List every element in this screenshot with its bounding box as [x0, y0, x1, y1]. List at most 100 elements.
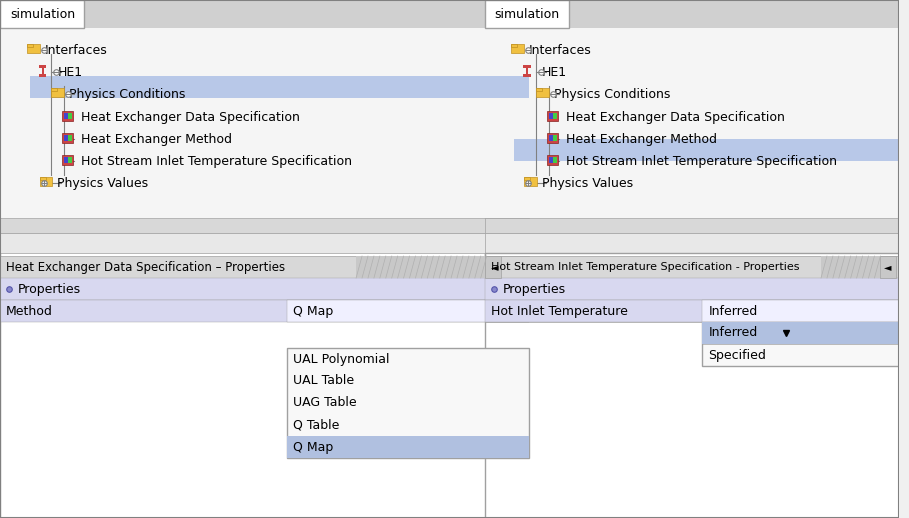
Bar	[524, 177, 530, 180]
Bar	[547, 111, 558, 121]
Text: Q Table: Q Table	[293, 419, 339, 431]
Bar	[38, 74, 46, 77]
Bar	[30, 76, 529, 98]
Text: HE1: HE1	[57, 65, 83, 79]
Bar	[287, 436, 529, 458]
Bar	[549, 135, 553, 141]
Bar	[0, 28, 529, 218]
Bar	[63, 111, 74, 121]
Text: Physics Conditions: Physics Conditions	[69, 88, 185, 100]
Bar	[549, 113, 553, 119]
Bar	[524, 177, 537, 186]
Text: Heat Exchanger Method: Heat Exchanger Method	[81, 133, 232, 146]
Bar	[356, 256, 484, 278]
Text: Heat Exchanger Method: Heat Exchanger Method	[565, 133, 717, 146]
Text: Heat Exchanger Data Specification – Properties: Heat Exchanger Data Specification – Prop…	[6, 261, 285, 274]
Text: Heat Exchanger Data Specification: Heat Exchanger Data Specification	[81, 110, 300, 123]
Bar	[512, 44, 517, 47]
Bar	[547, 133, 558, 143]
Bar	[484, 0, 569, 28]
Bar	[484, 256, 501, 278]
Bar	[549, 157, 553, 163]
Text: Properties: Properties	[18, 282, 81, 295]
Bar	[40, 177, 53, 186]
Text: Hot Stream Inlet Temperature Specification: Hot Stream Inlet Temperature Specificati…	[81, 154, 352, 167]
Text: Specified: Specified	[708, 349, 766, 362]
Text: simulation: simulation	[10, 7, 75, 21]
Bar	[0, 0, 84, 28]
Bar	[526, 65, 528, 77]
Text: HE1: HE1	[542, 65, 567, 79]
Text: Inferred: Inferred	[708, 305, 757, 318]
Bar	[63, 155, 74, 165]
Bar	[0, 0, 529, 28]
Text: Method: Method	[6, 305, 53, 318]
Text: UAL Polynomial: UAL Polynomial	[293, 353, 389, 366]
Text: Interfaces: Interfaces	[45, 44, 107, 56]
Bar	[514, 139, 899, 161]
Bar	[38, 65, 46, 68]
Bar	[484, 256, 899, 278]
Text: ◄: ◄	[884, 262, 892, 272]
Bar	[484, 0, 899, 28]
Bar	[42, 65, 44, 77]
Bar	[881, 256, 896, 278]
Bar	[536, 88, 542, 91]
Text: Interfaces: Interfaces	[529, 44, 592, 56]
Text: simulation: simulation	[494, 7, 560, 21]
Bar	[65, 157, 68, 163]
Bar	[484, 233, 899, 253]
Bar	[0, 278, 529, 300]
Bar	[287, 348, 529, 458]
Bar	[63, 133, 74, 143]
Bar	[52, 88, 65, 97]
Bar	[65, 135, 68, 141]
Text: Inferred: Inferred	[708, 326, 757, 339]
Text: Q Map: Q Map	[293, 305, 333, 318]
Bar	[484, 300, 899, 322]
Bar	[524, 74, 531, 77]
Bar	[52, 88, 57, 91]
Bar	[553, 157, 557, 163]
Bar	[703, 322, 899, 366]
Bar	[524, 65, 531, 68]
Text: Hot Stream Inlet Temperature Specification - Properties: Hot Stream Inlet Temperature Specificati…	[491, 262, 799, 272]
Text: Q Map: Q Map	[293, 440, 333, 453]
Bar	[26, 44, 33, 47]
Text: Physics Values: Physics Values	[542, 177, 634, 190]
Bar	[0, 258, 529, 518]
Bar	[484, 218, 899, 233]
Bar	[703, 322, 899, 344]
Text: Heat Exchanger Data Specification: Heat Exchanger Data Specification	[565, 110, 784, 123]
Bar	[68, 135, 72, 141]
Bar	[68, 113, 72, 119]
Bar	[40, 177, 45, 180]
Bar	[0, 218, 529, 233]
Text: Hot Inlet Temperature: Hot Inlet Temperature	[491, 305, 627, 318]
Text: Hot Stream Inlet Temperature Specification: Hot Stream Inlet Temperature Specificati…	[565, 154, 837, 167]
Bar	[703, 300, 899, 322]
Bar	[0, 300, 529, 322]
Text: Physics Values: Physics Values	[57, 177, 148, 190]
Bar	[484, 253, 899, 518]
Bar	[287, 300, 529, 322]
Text: Properties: Properties	[503, 282, 565, 295]
Bar	[484, 278, 899, 300]
Bar	[68, 157, 72, 163]
Bar	[65, 113, 68, 119]
Bar	[484, 0, 899, 518]
Text: UAG Table: UAG Table	[293, 396, 356, 410]
Text: Physics Conditions: Physics Conditions	[554, 88, 670, 100]
Bar	[553, 113, 557, 119]
Bar	[0, 256, 529, 278]
Text: ◄: ◄	[491, 262, 498, 272]
Bar	[536, 88, 549, 97]
Bar	[512, 44, 524, 53]
Bar	[547, 155, 558, 165]
Bar	[553, 135, 557, 141]
Bar	[0, 0, 529, 518]
Text: UAL Table: UAL Table	[293, 375, 354, 387]
Bar	[821, 256, 881, 278]
Bar	[484, 28, 899, 218]
Bar	[26, 44, 40, 53]
